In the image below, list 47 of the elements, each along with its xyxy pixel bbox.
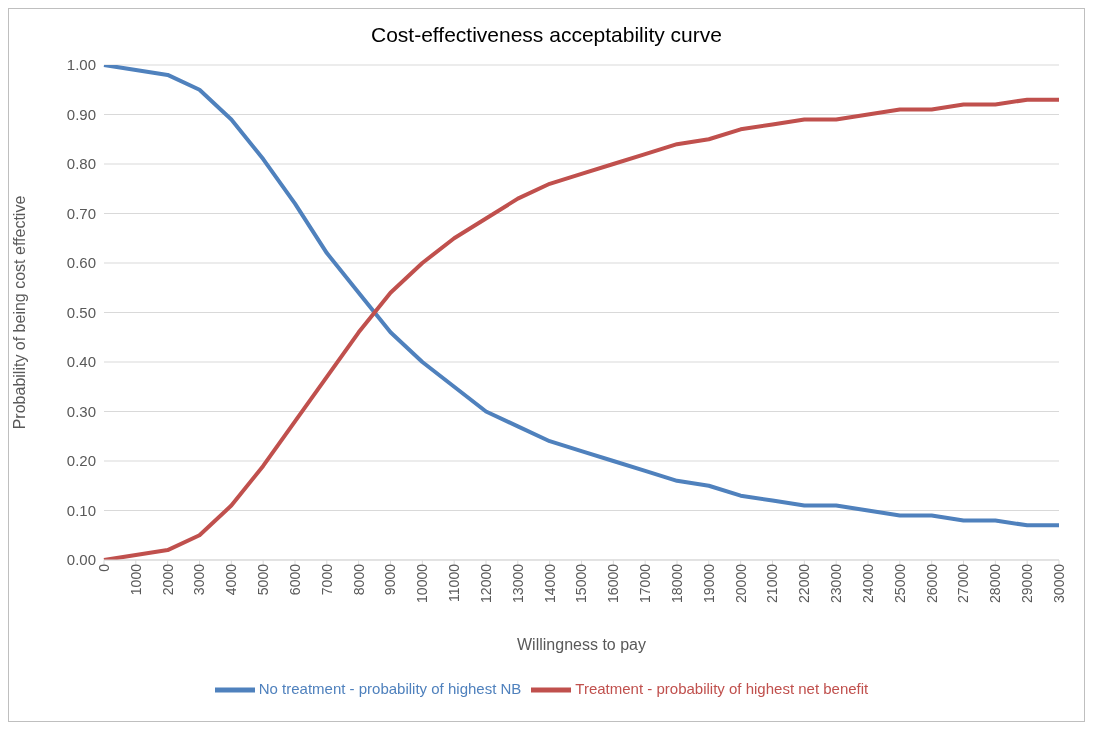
x-tick-label: 16000	[605, 563, 622, 603]
x-tick-label: 30000	[1050, 563, 1067, 603]
y-axis-title: Probability of being cost effective	[10, 195, 28, 430]
x-tick-label: 14000	[541, 563, 558, 603]
x-tick-label: 15000	[573, 563, 590, 603]
x-tick-label: 26000	[923, 563, 940, 603]
x-tick-label: 28000	[987, 563, 1004, 603]
y-tick-label: 0.30	[66, 402, 96, 420]
y-tick-label: 0.70	[66, 204, 96, 222]
x-tick-label: 4000	[223, 563, 240, 596]
legend-label: Treatment - probability of highest net benefit	[575, 679, 869, 697]
x-tick-label: 27000	[955, 563, 972, 603]
y-tick-label: 1.00	[66, 56, 96, 74]
x-tick-label: 19000	[700, 563, 717, 603]
y-tick-label: 0.40	[66, 353, 96, 371]
x-tick-label: 22000	[796, 563, 813, 603]
y-tick-label: 0.90	[66, 105, 96, 123]
x-tick-label: 1000	[127, 563, 144, 596]
x-tick-label: 24000	[859, 563, 876, 603]
x-tick-label: 11000	[446, 563, 463, 602]
x-tick-label: 20000	[732, 563, 749, 603]
y-tick-label: 0.20	[66, 452, 96, 470]
y-tick-label: 0.50	[66, 303, 96, 321]
x-tick-label: 7000	[318, 563, 335, 596]
x-tick-label: 25000	[891, 563, 908, 603]
x-tick-label: 12000	[477, 563, 494, 603]
x-tick-label: 23000	[828, 563, 845, 603]
x-tick-label: 6000	[286, 563, 303, 596]
legend-label: No treatment - probability of highest NB	[258, 679, 522, 697]
x-tick-label: 3000	[191, 563, 208, 596]
x-tick-label: 5000	[255, 563, 272, 596]
x-tick-label: 21000	[764, 563, 781, 603]
x-tick-label: 29000	[1019, 563, 1036, 603]
x-tick-label: 9000	[382, 563, 399, 596]
x-tick-label: 13000	[509, 563, 526, 603]
y-tick-label: 0.00	[66, 551, 96, 569]
y-tick-label: 0.60	[66, 254, 96, 272]
x-tick-label: 10000	[414, 563, 431, 603]
x-axis-title: Willingness to pay	[517, 636, 646, 653]
x-tick-label: 18000	[668, 563, 685, 603]
x-tick-label: 2000	[159, 563, 176, 596]
chart-title: Cost-effectiveness acceptability curve	[370, 22, 723, 48]
x-tick-label: 17000	[637, 563, 654, 603]
x-tick-label: 8000	[350, 563, 367, 596]
y-tick-label: 0.10	[66, 501, 96, 519]
x-tick-label: 0	[95, 563, 112, 572]
y-tick-label: 0.80	[66, 155, 96, 173]
